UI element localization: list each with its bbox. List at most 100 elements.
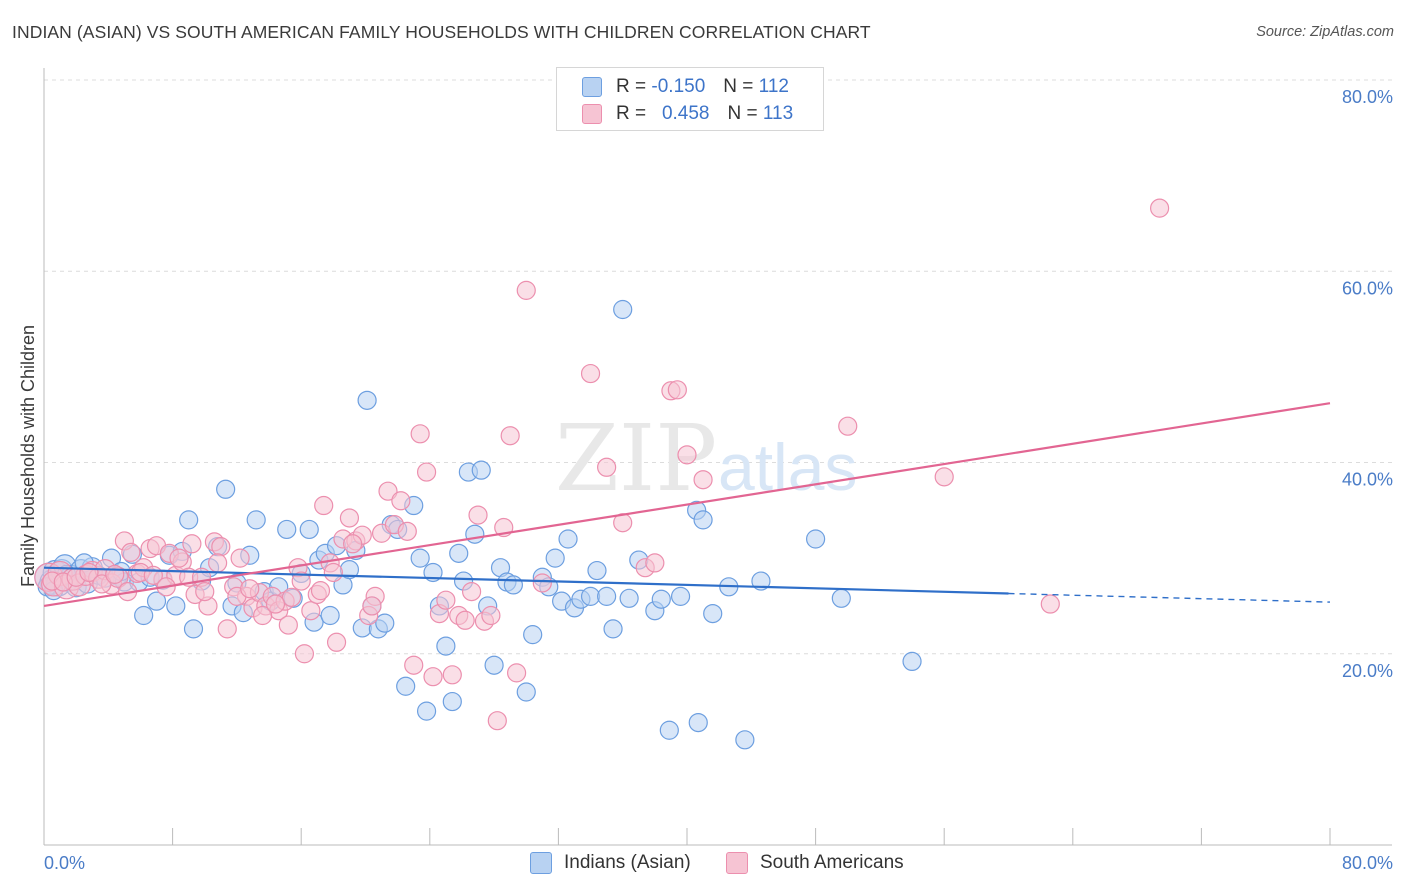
data-point-south-americans <box>230 548 250 568</box>
data-point-indians <box>216 479 236 499</box>
data-point-south-americans <box>253 605 273 626</box>
data-point-south-americans <box>326 632 347 652</box>
data-point-south-americans <box>404 655 424 675</box>
data-point-south-americans <box>121 542 141 562</box>
data-point-indians <box>688 712 708 733</box>
data-point-south-americans <box>291 571 311 591</box>
data-point-south-americans <box>487 711 507 731</box>
data-point-south-americans <box>294 644 315 664</box>
legend-r-label: R = <box>616 76 647 97</box>
data-point-indians <box>651 589 671 609</box>
data-point-south-americans <box>92 574 112 594</box>
data-point-south-americans <box>500 426 520 446</box>
trend-line-south-americans <box>43 402 1331 608</box>
data-point-south-americans <box>105 564 125 584</box>
trend-line-indians <box>43 566 1009 595</box>
series-south-americans <box>34 198 1170 731</box>
data-point-south-americans <box>532 573 552 593</box>
legend-row-indians: R = -0.150 N = 112 <box>557 74 789 100</box>
bottom-legend-swatch-pink <box>726 852 748 874</box>
data-point-south-americans <box>281 587 302 607</box>
y-tick-label: 80.0% <box>1342 87 1393 107</box>
grid-lines <box>44 79 1392 655</box>
axes <box>43 68 1392 846</box>
data-point-indians <box>523 625 543 645</box>
bottom-legend-south-americans[interactable]: South Americans <box>726 852 904 874</box>
data-point-south-americans <box>240 579 260 599</box>
trend-lines <box>43 402 1331 608</box>
data-point-indians <box>503 575 523 595</box>
legend-n-value: 112 <box>758 76 789 97</box>
data-point-south-americans <box>645 553 665 573</box>
watermark-atlas: atlas <box>718 430 857 504</box>
legend-swatch-blue <box>582 77 602 97</box>
bottom-legend-label: Indians (Asian) <box>564 852 691 873</box>
data-point-indians <box>703 603 723 624</box>
data-point-south-americans <box>436 590 456 610</box>
data-point-south-americans <box>265 594 286 614</box>
data-point-indians <box>246 510 266 530</box>
data-point-south-americans <box>391 491 411 511</box>
data-point-indians <box>166 596 186 616</box>
data-point-south-americans <box>455 610 475 630</box>
data-point-south-americans <box>182 534 202 554</box>
bottom-legend-indians[interactable]: Indians (Asian) <box>530 852 691 874</box>
data-point-south-americans <box>507 663 527 683</box>
data-point-indians <box>805 529 826 549</box>
data-point-indians <box>659 720 679 740</box>
legend-n-label: N = <box>727 103 758 124</box>
chart-title: INDIAN (ASIAN) VS SOUTH AMERICAN FAMILY … <box>12 22 871 42</box>
data-point-south-americans <box>169 548 189 568</box>
data-point-indians <box>735 730 755 750</box>
data-point-south-americans <box>580 363 601 384</box>
x-tick-label: 0.0% <box>44 853 85 873</box>
data-point-south-americans <box>934 467 954 487</box>
data-point-indians <box>580 586 601 606</box>
data-point-south-americans <box>416 462 437 482</box>
tick-labels: 20.0% 40.0% 60.0% 80.0% 0.0% 80.0% <box>44 87 1393 873</box>
y-tick-label: 40.0% <box>1342 470 1393 490</box>
data-point-indians <box>410 548 430 568</box>
data-point-indians <box>558 529 578 549</box>
legend-row-south-americans: R = 0.458 N = 113 <box>557 101 793 127</box>
data-point-indians <box>396 676 416 696</box>
legend-swatch-pink <box>582 104 602 124</box>
data-point-indians <box>516 682 536 702</box>
data-point-south-americans <box>195 581 215 602</box>
data-point-south-americans <box>442 665 462 685</box>
data-point-indians <box>670 586 691 606</box>
data-point-south-americans <box>208 553 228 573</box>
bottom-legend: Indians (Asian) South Americans <box>0 850 1406 880</box>
data-point-south-americans <box>461 581 482 602</box>
data-point-indians <box>183 619 204 639</box>
data-point-indians <box>134 605 154 626</box>
legend-n-value: 113 <box>762 103 794 124</box>
data-point-indians <box>484 655 504 675</box>
data-point-indians <box>299 519 319 540</box>
data-point-indians <box>545 548 565 568</box>
data-point-south-americans <box>378 481 398 501</box>
legend-r-value: 0.458 <box>661 103 710 124</box>
bottom-legend-swatch-blue <box>530 852 552 874</box>
data-point-indians <box>277 519 297 540</box>
bottom-legend-label: South Americans <box>760 852 904 873</box>
data-point-south-americans <box>677 445 697 465</box>
data-point-south-americans <box>397 521 417 541</box>
data-point-south-americans <box>410 424 430 444</box>
data-point-south-americans <box>310 581 331 601</box>
data-point-indians <box>442 691 462 712</box>
data-point-south-americans <box>217 619 237 639</box>
x-tick-label: 80.0% <box>1342 853 1393 873</box>
data-point-indians <box>831 588 851 608</box>
data-point-indians <box>471 460 491 480</box>
data-point-south-americans <box>339 508 360 528</box>
data-point-south-americans <box>278 615 298 635</box>
data-point-indians <box>320 605 340 626</box>
data-point-indians <box>693 510 713 530</box>
y-tick-label: 60.0% <box>1342 278 1393 298</box>
data-point-south-americans <box>468 505 488 525</box>
data-point-indians <box>375 613 395 633</box>
chart-source: Source: ZipAtlas.com <box>1256 24 1394 40</box>
stats-legend: R = -0.150 N = 112 R = 0.458 N = 113 <box>556 67 824 131</box>
